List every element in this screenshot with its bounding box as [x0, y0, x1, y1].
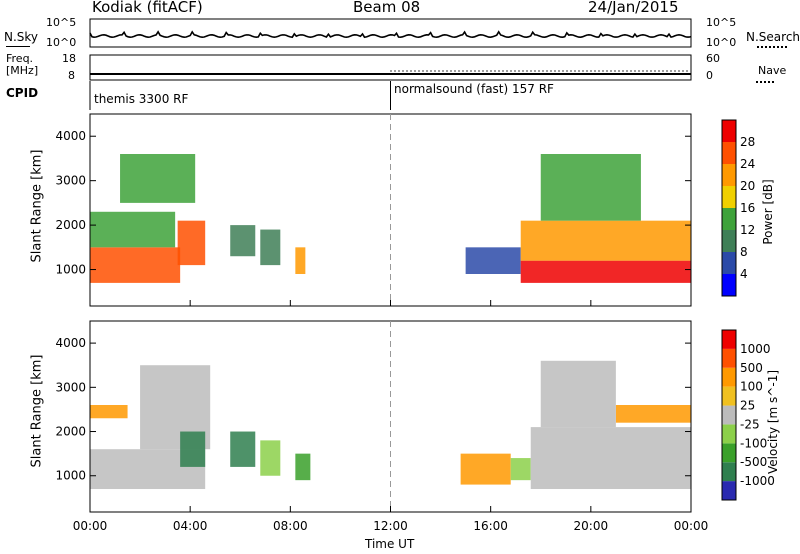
radar-title: Kodiak (fitACF): [92, 0, 203, 16]
velocity-region-7: [460, 453, 511, 485]
velocity-region-5: [260, 440, 281, 476]
power-region-6: [295, 247, 306, 274]
date-title: 24/Jan/2015: [588, 0, 679, 16]
power-colorbar-seg-4: [722, 186, 736, 208]
power-colorbar-seg-1: [722, 252, 736, 274]
xtick-label-2: 08:00: [273, 519, 308, 533]
power-region-2: [177, 220, 206, 266]
power-region-10: [540, 154, 641, 221]
cpid-segment-2: normalsound (fast) 157 RF: [394, 82, 554, 96]
velocity-region-8: [510, 458, 531, 481]
power-ytick-label-2: 3000: [55, 174, 86, 188]
freq-unit-label: [MHz]: [6, 64, 39, 77]
power-ytick-label-1: 2000: [55, 218, 86, 232]
power-colorbar-seg-3: [722, 208, 736, 230]
power-region-9: [520, 220, 691, 261]
velocity-region-10: [615, 405, 691, 423]
velocity-ytick-label-1: 2000: [55, 425, 86, 439]
velocity-colorbar-seg-1: [722, 462, 736, 482]
xtick-label-6: 00:00: [674, 519, 709, 533]
power-region-5: [260, 229, 281, 266]
freq-tick-low: 8: [68, 69, 75, 82]
noise-left-tick-low: 10^0: [46, 36, 77, 49]
cpid-segment-1: themis 3300 RF: [94, 92, 189, 106]
power-colorbar-tick-4: 20: [740, 179, 755, 193]
velocity-ytick-label-2: 3000: [55, 380, 86, 394]
xtick-label-1: 04:00: [173, 519, 208, 533]
velocity-colorbar-seg-4: [722, 405, 736, 425]
power-colorbar-seg-6: [722, 142, 736, 164]
noise-right-tick-high: 10^5: [706, 16, 737, 29]
velocity-colorbar-tick-1: 500: [740, 361, 763, 375]
nsearch-legend-line: [757, 46, 787, 48]
power-colorbar-seg-2: [722, 230, 736, 252]
power-region-7: [465, 247, 521, 274]
velocity-colorbar-tick-4: -25: [740, 417, 760, 431]
noise-right-tick-low: 10^0: [706, 36, 737, 49]
power-ytick-label-3: 4000: [55, 129, 86, 143]
velocity-colorbar-tick-0: 1000: [740, 342, 771, 356]
velocity-colorbar-seg-3: [722, 424, 736, 444]
velocity-region-9: [530, 427, 691, 490]
velocity-colorbar-tick-6: -500: [740, 455, 767, 469]
velocity-region-4: [230, 431, 256, 467]
velocity-ytick-label-0: 1000: [55, 469, 86, 483]
noise-left-tick-high: 10^5: [46, 16, 77, 29]
freq-tick-high: 18: [62, 52, 76, 65]
velocity-colorbar-tick-5: -100: [740, 436, 767, 450]
velocity-region-6: [295, 453, 311, 481]
velocity-region-11: [540, 360, 616, 428]
velocity-colorbar-tick-2: 100: [740, 380, 763, 394]
nave-tick-low: 0: [706, 69, 713, 82]
velocity-region-2: [90, 405, 128, 419]
velocity-colorbar-tick-7: -1000: [740, 474, 775, 488]
velocity-colorbar-seg-2: [722, 443, 736, 463]
velocity-colorbar-frame: [721, 329, 737, 501]
power-region-1: [90, 211, 176, 248]
beam-title: Beam 08: [353, 0, 421, 16]
velocity-colorbar-seg-8: [722, 330, 736, 349]
power-colorbar-frame: [721, 119, 737, 297]
nave-tick-high: 60: [706, 52, 720, 65]
velocity-colorbar-tick-3: 25: [740, 399, 755, 413]
power-ytick-label-0: 1000: [55, 263, 86, 277]
power-region-4: [230, 225, 256, 257]
power-region-0: [90, 247, 181, 283]
nsky-label: N.Sky: [4, 30, 39, 44]
power-colorbar-seg-5: [722, 164, 736, 186]
xtick-label-0: 00:00: [73, 519, 108, 533]
power-region-3: [120, 154, 196, 203]
velocity-ytick-label-3: 4000: [55, 336, 86, 350]
freq-panel-frame: [89, 54, 692, 81]
velocity-colorbar-seg-0: [722, 481, 736, 500]
nsearch-label: N.Search: [746, 30, 800, 44]
power-region-8: [520, 260, 691, 283]
velocity-region-3: [180, 431, 206, 467]
power-colorbar-tick-6: 28: [740, 135, 755, 149]
power-colorbar-tick-2: 12: [740, 223, 755, 237]
power-colorbar-seg-0: [722, 274, 736, 296]
nave-label: Nave: [758, 64, 787, 77]
nave-legend-line: [756, 81, 774, 83]
xtick-label-3: 12:00: [373, 519, 408, 533]
power-colorbar-tick-1: 8: [740, 245, 748, 259]
x-axis-title: Time UT: [365, 537, 415, 551]
power-colorbar-tick-5: 24: [740, 157, 755, 171]
power-colorbar-tick-0: 4: [740, 267, 748, 281]
velocity-colorbar-seg-7: [722, 348, 736, 368]
velocity-colorbar-seg-6: [722, 367, 736, 387]
power-colorbar-seg-7: [722, 120, 736, 142]
nsky-legend-line: [6, 46, 30, 47]
noise-sky-trace: [89, 30, 692, 39]
xtick-label-4: 16:00: [473, 519, 508, 533]
power-colorbar-tick-3: 16: [740, 201, 755, 215]
velocity-colorbar-seg-5: [722, 386, 736, 406]
cpid-label: CPID: [6, 86, 39, 100]
xtick-label-5: 20:00: [574, 519, 609, 533]
freq-label: Freq.: [6, 52, 34, 65]
